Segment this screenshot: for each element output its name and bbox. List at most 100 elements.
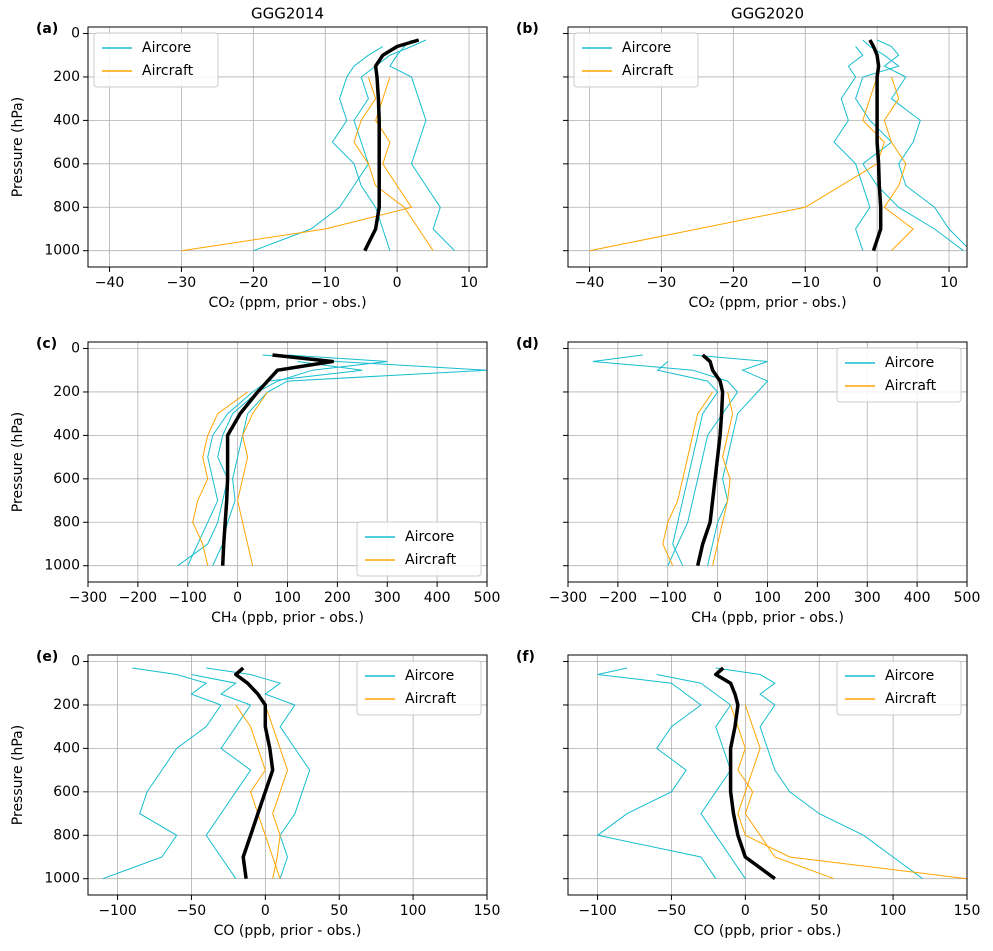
profile-line (237, 391, 269, 566)
x-tick-label: −30 (647, 275, 677, 291)
y-tick-label: 600 (53, 784, 80, 800)
profile-line (331, 46, 391, 251)
x-tick-label: −10 (310, 275, 340, 291)
x-tick-label: −200 (599, 590, 637, 606)
x-tick-label: 0 (873, 275, 882, 291)
profile-line (206, 667, 311, 879)
legend-box (836, 660, 962, 716)
y-tick-label: 800 (53, 827, 80, 843)
plot-area (177, 353, 487, 567)
profile-line (596, 667, 717, 879)
x-tick-label: 100 (754, 590, 781, 606)
legend-box (93, 32, 219, 88)
mean-line (220, 353, 335, 566)
x-tick-label: 0 (233, 590, 242, 606)
x-tick-label: 100 (400, 903, 427, 919)
legend-box (356, 660, 482, 716)
mean-line (868, 39, 883, 252)
x-tick-label: 400 (904, 590, 931, 606)
x-tick-label: 150 (954, 903, 981, 919)
mean-line (234, 666, 275, 879)
y-tick-label: 400 (53, 112, 80, 128)
axes-frame (567, 26, 968, 268)
profile-line (662, 391, 714, 566)
x-tick-label: 100 (274, 590, 301, 606)
profile-line (353, 76, 434, 251)
plot-area (181, 38, 455, 252)
profile-line (102, 667, 222, 880)
y-tick-label: 400 (53, 427, 80, 443)
profile-line (833, 46, 871, 251)
y-tick-label: 800 (53, 514, 80, 530)
x-tick-label: 150 (474, 903, 501, 919)
profile-line (592, 354, 739, 566)
x-axis-label: CH₄ (ppb, prior - obs.) (211, 610, 364, 626)
legend-label: Aircraft (405, 691, 457, 707)
profile-line (855, 39, 964, 252)
panel-label: (c) (36, 336, 57, 352)
y-axis-label: Pressure (hPa) (10, 725, 26, 825)
mean-line (714, 666, 776, 881)
legend-label: Aircraft (405, 552, 457, 568)
panel-label: (b) (516, 21, 539, 37)
x-tick-label: 400 (424, 590, 451, 606)
panel: −300 −200 −100 0 100 200 300 400 500 0 200 400 600 80… (10, 336, 500, 626)
x-tick-label: 100 (880, 903, 907, 919)
profile-line (235, 704, 281, 879)
x-tick-label: 10 (940, 275, 958, 291)
x-tick-label: −100 (169, 590, 207, 606)
axes-frame (87, 654, 488, 896)
axes-frame (87, 341, 488, 583)
panel-label: (d) (516, 336, 539, 352)
y-tick-label: 400 (53, 740, 80, 756)
panel-title: GGG2020 (731, 5, 804, 23)
legend-label: Aircraft (142, 63, 194, 79)
profile-line (692, 354, 769, 566)
x-tick-label: −200 (119, 590, 157, 606)
legend-label: Aircore (405, 529, 454, 545)
mean-line (695, 353, 725, 567)
legend-box (836, 347, 962, 403)
x-axis-label: CO (ppb, prior - obs.) (694, 923, 842, 939)
y-tick-label: 600 (53, 156, 80, 172)
profile-line (253, 39, 427, 252)
x-tick-label: 0 (393, 275, 402, 291)
y-tick-label: 200 (53, 384, 80, 400)
legend-label: Aircraft (885, 691, 937, 707)
x-tick-label: 10 (460, 275, 478, 291)
plot-area (589, 39, 967, 252)
y-tick-label: 200 (53, 697, 80, 713)
profile-line (264, 704, 289, 879)
panel-label: (e) (36, 649, 58, 665)
panel: −40 −30 −20 −10 0 10 GGG2020 (b) CO₂ (ppm, prior… (516, 5, 968, 311)
x-axis-label: CO₂ (ppm, prior - obs.) (208, 295, 366, 311)
x-tick-label: −40 (575, 275, 605, 291)
y-tick-label: 0 (71, 26, 80, 42)
panel: −40 −30 −20 −10 0 1002004006008001000GGG2014(… (10, 5, 488, 311)
legend-box (573, 32, 699, 88)
profile-line (730, 704, 835, 880)
legend-label: Aircore (885, 355, 934, 371)
y-tick-label: 0 (71, 654, 80, 670)
mean-line (363, 38, 420, 252)
y-tick-label: 1000 (44, 558, 80, 574)
x-tick-label: 200 (804, 590, 831, 606)
axes-frame (567, 341, 968, 583)
legend-label: Aircore (405, 668, 454, 684)
y-axis-label: Pressure (hPa) (10, 412, 26, 512)
x-tick-label: 500 (954, 590, 981, 606)
plot-area (592, 353, 769, 567)
legend-label: Aircore (622, 40, 671, 56)
profile-line (192, 391, 248, 566)
axes-frame (87, 26, 488, 268)
legend-label: Aircore (885, 668, 934, 684)
x-tick-label: −20 (239, 275, 269, 291)
plot-area (102, 666, 311, 880)
x-tick-label: −100 (98, 903, 136, 919)
profile-line (656, 361, 719, 566)
x-tick-label: 0 (261, 903, 270, 919)
legend-label: Aircore (142, 40, 191, 56)
x-axis-label: CH₄ (ppb, prior - obs.) (691, 610, 844, 626)
profile-line (876, 39, 967, 248)
